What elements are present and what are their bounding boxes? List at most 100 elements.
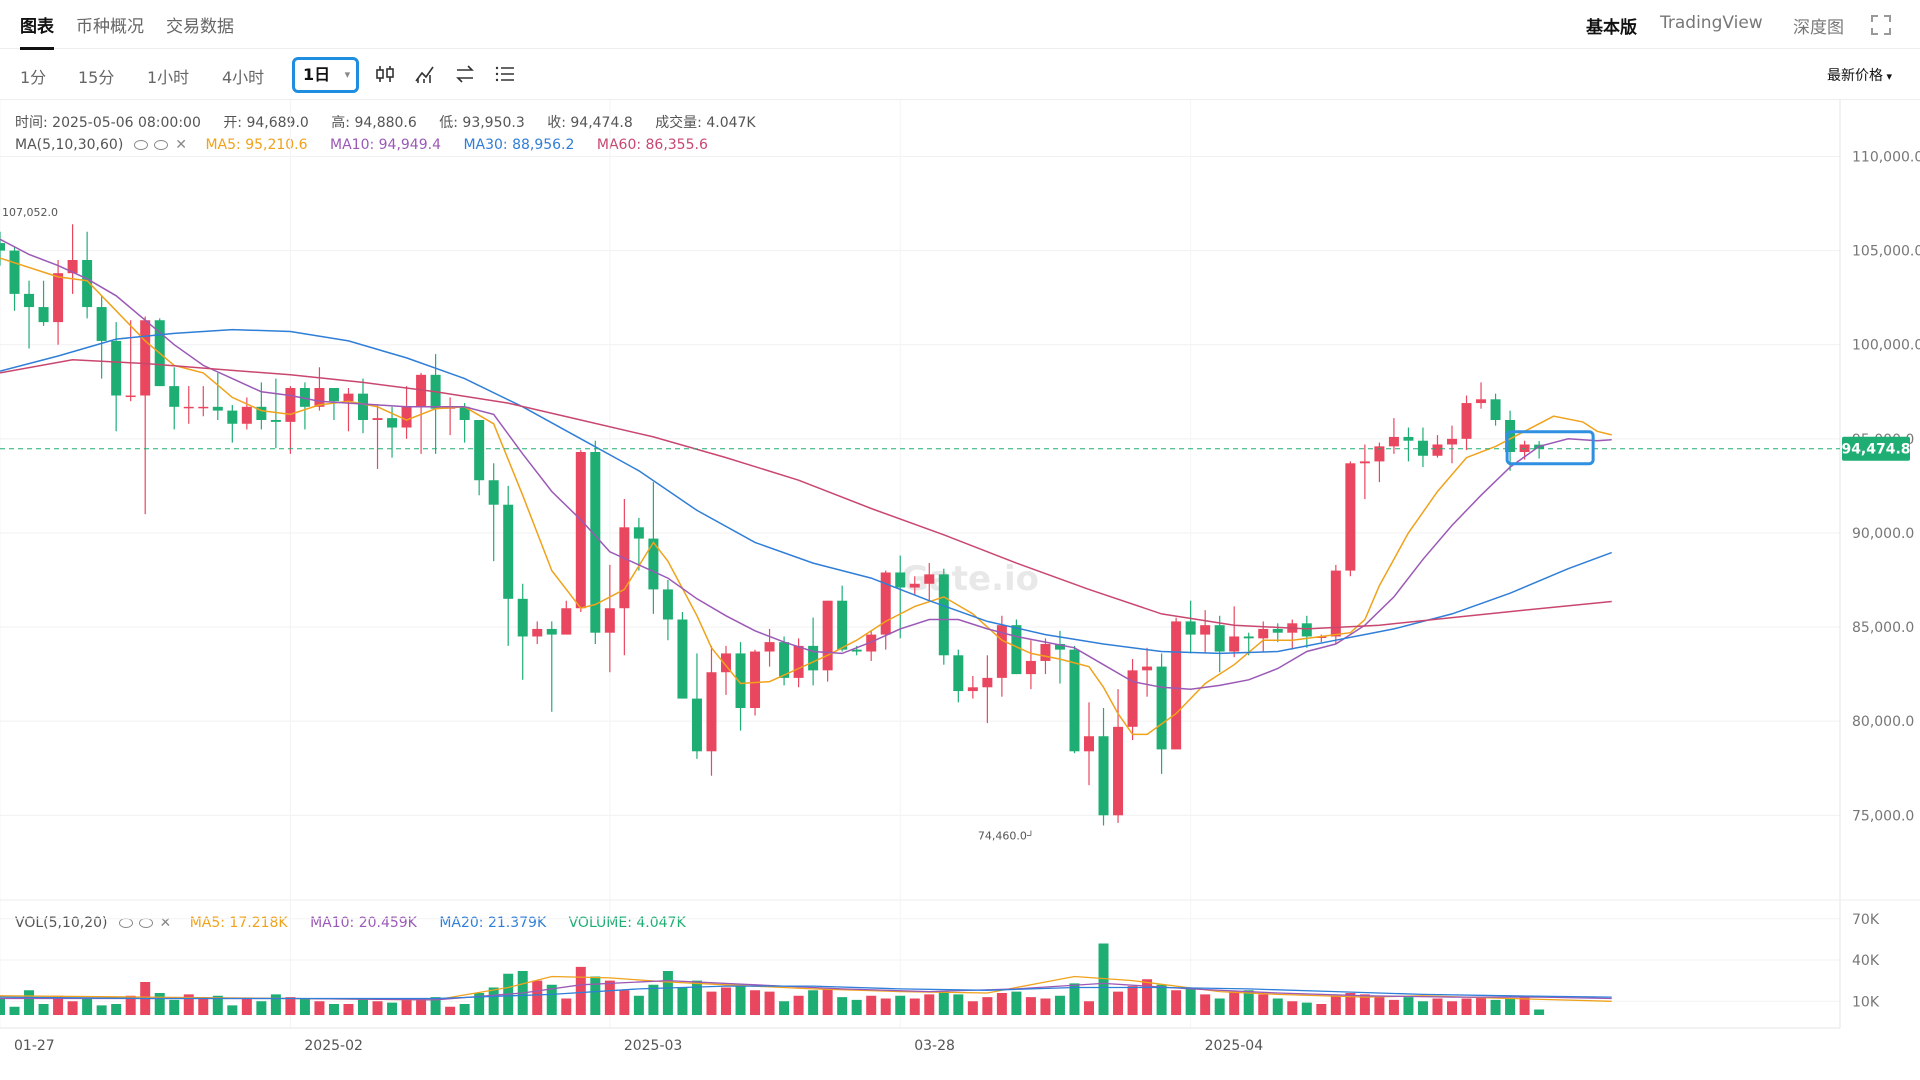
basic-mode-button[interactable]: 基本版 [1586, 18, 1637, 38]
candle-body [590, 452, 601, 633]
candle-body [1258, 628, 1269, 639]
ohlc-high: 高: 94,880.6 [331, 115, 417, 131]
volume-bar [764, 991, 775, 1015]
volume-bar [996, 993, 1007, 1015]
close-icon[interactable]: ✕ [159, 915, 172, 931]
volume-bar [24, 990, 35, 1015]
volume-bar [445, 1006, 456, 1015]
volume-bar [1272, 998, 1283, 1015]
interval-15m[interactable]: 15分 [78, 68, 115, 87]
interval-4h[interactable]: 4小时 [222, 68, 265, 87]
interval-1m[interactable]: 1分 [20, 68, 47, 87]
volume-bar [1330, 995, 1341, 1015]
volume-bar [387, 1002, 398, 1015]
candle-body [924, 574, 935, 584]
tab-chart[interactable]: 图表 [20, 12, 54, 50]
indicator-icon[interactable] [414, 63, 436, 85]
volume-bar [1025, 997, 1036, 1015]
candle-body [1490, 399, 1501, 420]
volume-bar [1185, 987, 1196, 1015]
ohlc-time: 时间: 2025-05-06 08:00:00 [15, 115, 201, 131]
volume-tick-label: 70K [1852, 912, 1880, 928]
fullscreen-icon[interactable] [1870, 14, 1892, 36]
volume-bar [822, 988, 833, 1015]
candle-body [575, 452, 586, 609]
tab-trading-data[interactable]: 交易数据 [166, 17, 234, 37]
volume-bars [0, 943, 1545, 1015]
candle-body [1185, 621, 1196, 635]
ohlc-info: 时间: 2025-05-06 08:00:00 开: 94,689.0 高: 9… [15, 112, 774, 132]
time-tick-label: 2025-04 [1205, 1038, 1264, 1054]
candle-body [1156, 666, 1167, 750]
ma-legend-title: MA(5,10,30,60) [15, 137, 124, 153]
candle-body [1374, 446, 1385, 462]
volume-bar [735, 984, 746, 1015]
candle-body [1505, 420, 1516, 452]
current-price-tag [1842, 436, 1910, 461]
volume-bar [837, 997, 848, 1015]
candle-body [808, 645, 819, 671]
grid [0, 100, 1840, 1028]
candle-body [764, 642, 775, 652]
candlestick-icon[interactable] [374, 63, 396, 85]
current-candle-highlight [1505, 430, 1595, 466]
volume-bar [1359, 994, 1370, 1015]
volume-bar [430, 997, 441, 1015]
list-icon[interactable] [494, 63, 516, 85]
tab-coin-overview[interactable]: 币种概况 [76, 17, 144, 37]
volume-bar [1054, 995, 1065, 1015]
ma60-value: MA60: 86,355.6 [596, 137, 708, 153]
volume-bar [459, 1004, 470, 1015]
candle-body [909, 583, 920, 588]
candle-body [474, 420, 485, 481]
settings-eye-icon[interactable] [154, 140, 169, 150]
volume-bar [866, 995, 877, 1015]
ma-line-ma5 [0, 257, 1612, 736]
tradingview-mode-button[interactable]: TradingView [1660, 13, 1763, 33]
volume-bar [953, 994, 964, 1015]
candle-body [851, 649, 862, 652]
interval-1d[interactable]: 1日 [292, 57, 360, 93]
candle-body [1040, 644, 1051, 661]
candle-body [706, 672, 717, 752]
candle-body [1069, 649, 1080, 752]
interval-1h[interactable]: 1小时 [147, 68, 190, 87]
candle-body [82, 260, 93, 308]
time-tick-label: 01-27 [14, 1038, 55, 1054]
candle-body [96, 307, 107, 341]
ma10-value: MA10: 94,949.4 [330, 137, 441, 153]
depth-chart-button[interactable]: 深度图 [1793, 18, 1844, 38]
candle-body [459, 406, 470, 420]
candle-body [880, 572, 891, 635]
candle-body [721, 653, 731, 673]
price-tick-label: 85,000.0 [1852, 620, 1914, 636]
volume-ma-line-ma20 [0, 985, 1612, 1000]
candle-body [517, 598, 528, 637]
low-marker-arrow-icon [1026, 830, 1032, 836]
ma30-value: MA30: 88,956.2 [463, 137, 575, 153]
candle-body [1214, 625, 1225, 652]
close-icon[interactable]: ✕ [175, 137, 188, 153]
volume-bar [1011, 991, 1022, 1015]
volume-bar [648, 984, 659, 1015]
volume-bar [1519, 997, 1530, 1015]
price-type-select[interactable]: 最新价格 [1827, 65, 1892, 85]
swap-icon[interactable] [454, 63, 476, 85]
volume-bar [938, 991, 949, 1015]
volume-bar [154, 993, 165, 1015]
candle-body [1476, 399, 1487, 404]
volume-bar [880, 998, 891, 1015]
volume-bar [401, 999, 412, 1015]
volume-bar [1534, 1009, 1545, 1015]
current-price-label: 94,474.8 [1841, 442, 1910, 458]
volume-bar [328, 1004, 339, 1015]
volume-bar [604, 980, 615, 1015]
candle-body [750, 651, 761, 708]
eye-icon[interactable] [134, 140, 149, 150]
volume-bar [270, 994, 281, 1015]
price-tick-label: 90,000.0 [1852, 526, 1914, 542]
candle-body [125, 395, 136, 398]
volume-bar [1447, 1001, 1457, 1015]
volume-bar [590, 976, 601, 1015]
